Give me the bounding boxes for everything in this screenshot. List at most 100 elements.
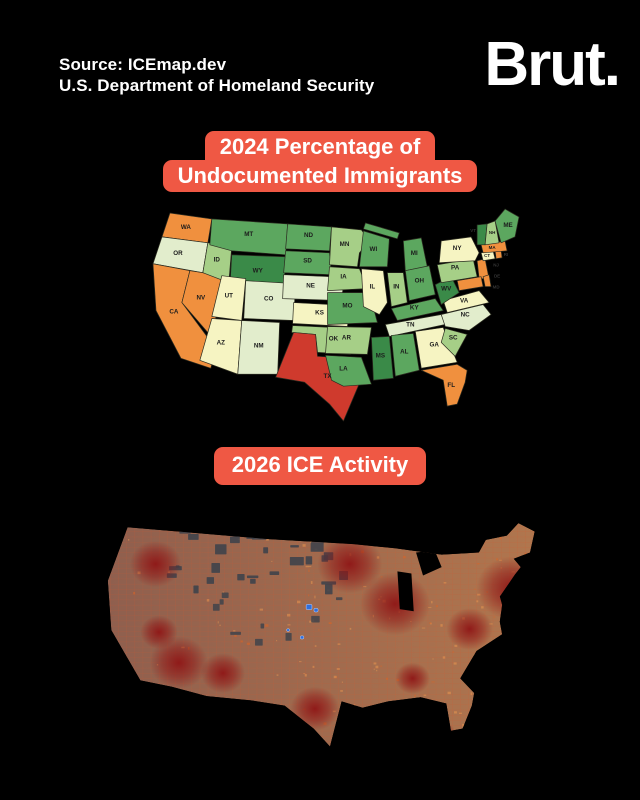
state-NY xyxy=(438,236,480,264)
state-ND xyxy=(285,223,332,252)
state-label-IN: IN xyxy=(393,284,400,291)
state-label-ND: ND xyxy=(304,232,314,239)
choropleth-title-line2: Undocumented Immigrants xyxy=(162,160,478,192)
ice-activity-heatmap xyxy=(107,523,535,747)
great-lakes-layer xyxy=(397,550,442,612)
state-label-IL: IL xyxy=(370,284,376,291)
cluster-marker-0 xyxy=(305,604,313,610)
state-label-SD: SD xyxy=(303,258,312,265)
state-label-ID: ID xyxy=(214,257,221,264)
ice-hotspot-10 xyxy=(290,686,340,731)
state-label-MO: MO xyxy=(342,303,352,310)
state-label-WA: WA xyxy=(181,224,192,231)
state-label-GA: GA xyxy=(430,341,440,348)
state-label-VT: VT xyxy=(470,228,476,233)
states-layer xyxy=(152,208,520,422)
source-credit: Source: ICEmap.dev U.S. Department of Ho… xyxy=(59,54,374,96)
state-label-MN: MN xyxy=(340,241,350,248)
state-label-UT: UT xyxy=(225,293,234,300)
state-label-CA: CA xyxy=(169,309,179,316)
state-label-NE: NE xyxy=(306,283,315,290)
lake-michigan xyxy=(389,238,404,269)
brut-logo: Brut. xyxy=(484,30,621,99)
state-MT xyxy=(209,218,288,256)
state-LA xyxy=(325,354,372,387)
source-line-2: U.S. Department of Homeland Security xyxy=(59,76,375,95)
state-MD xyxy=(456,276,484,291)
state-label-ME: ME xyxy=(503,222,512,229)
state-MS xyxy=(371,336,394,381)
state-AR xyxy=(325,326,372,355)
state-label-MT: MT xyxy=(244,231,253,238)
state-VA xyxy=(442,290,490,313)
state-label-TX: TX xyxy=(324,373,333,380)
state-label-WY: WY xyxy=(253,268,264,275)
state-ME xyxy=(494,208,520,244)
state-label-OH: OH xyxy=(415,278,425,285)
state-OH xyxy=(404,265,436,301)
state-NC xyxy=(440,304,492,331)
state-MN xyxy=(329,226,370,268)
cluster-marker-2 xyxy=(286,628,290,632)
ice-hotspot-6 xyxy=(476,556,535,620)
ice-hotspot-7 xyxy=(511,600,535,635)
source-line-1: Source: ICEmap.dev xyxy=(59,55,227,74)
state-KY xyxy=(391,298,444,321)
state-label-PA: PA xyxy=(451,265,460,272)
state-FL xyxy=(420,363,468,407)
ice-hotspot-5 xyxy=(360,572,431,636)
state-AL xyxy=(391,333,420,377)
state-label-SC: SC xyxy=(449,334,458,341)
state-IL xyxy=(361,268,388,315)
undocumented-immigrants-map: WA OR CA NV ID MT WY UT CO AZ NM ND SD NE KS OK TX MN IA MO… xyxy=(152,208,520,422)
state-DE xyxy=(482,274,492,287)
ice-hotspot-4 xyxy=(317,534,383,594)
state-label-IA: IA xyxy=(340,274,347,281)
state-SC xyxy=(440,328,468,357)
state-label-RI: RI xyxy=(504,252,508,257)
state-WI xyxy=(359,230,390,268)
state-label-WI: WI xyxy=(370,246,378,253)
state-label-WV: WV xyxy=(441,286,452,293)
state-TX xyxy=(275,332,363,422)
ice-hotspot-9 xyxy=(395,662,431,695)
cluster-marker-3 xyxy=(300,635,305,640)
state-label-NM: NM xyxy=(254,342,264,349)
heatmap-title: 2026 ICE Activity xyxy=(213,447,427,485)
state-label-NY: NY xyxy=(453,245,463,252)
state-label-OR: OR xyxy=(173,250,183,257)
state-label-KS: KS xyxy=(315,310,324,317)
state-label-MA: MA xyxy=(489,245,497,250)
state-label-NC: NC xyxy=(461,312,471,319)
state-IN xyxy=(387,272,408,307)
ice-hotspot-3 xyxy=(200,653,246,694)
state-label-MS: MS xyxy=(376,352,385,359)
state-label-NH: NH xyxy=(489,230,495,235)
ice-hotspot-2 xyxy=(149,636,208,689)
state-NH xyxy=(484,220,500,246)
ice-hotspot-11 xyxy=(427,721,456,747)
michigan-upper-peninsula xyxy=(362,222,400,240)
great-lakes-layer xyxy=(362,222,404,269)
state-label-MI: MI xyxy=(411,250,418,257)
choropleth-title-banner: 2024 Percentage of Undocumented Immigran… xyxy=(0,131,640,192)
state-label-AR: AR xyxy=(342,334,352,341)
state-label-AZ: AZ xyxy=(217,339,226,346)
state-label-NV: NV xyxy=(196,295,206,302)
state-label-LA: LA xyxy=(339,365,348,372)
state-label-KY: KY xyxy=(410,305,420,312)
heatmap-title-banner: 2026 ICE Activity xyxy=(0,447,640,485)
state-label-FL: FL xyxy=(447,382,455,389)
ice-hotspot-8 xyxy=(446,608,493,651)
cluster-markers-layer xyxy=(286,604,319,640)
ice-hotspot-0 xyxy=(129,540,182,588)
state-label-OK: OK xyxy=(329,335,339,342)
state-label-CO: CO xyxy=(264,296,274,303)
state-label-MD: MD xyxy=(493,285,501,290)
state-label-CT: CT xyxy=(484,253,490,258)
state-label-TN: TN xyxy=(406,321,415,328)
state-label-VA: VA xyxy=(460,298,469,305)
choropleth-title-line1: 2024 Percentage of xyxy=(204,131,436,160)
cluster-marker-1 xyxy=(313,608,319,613)
